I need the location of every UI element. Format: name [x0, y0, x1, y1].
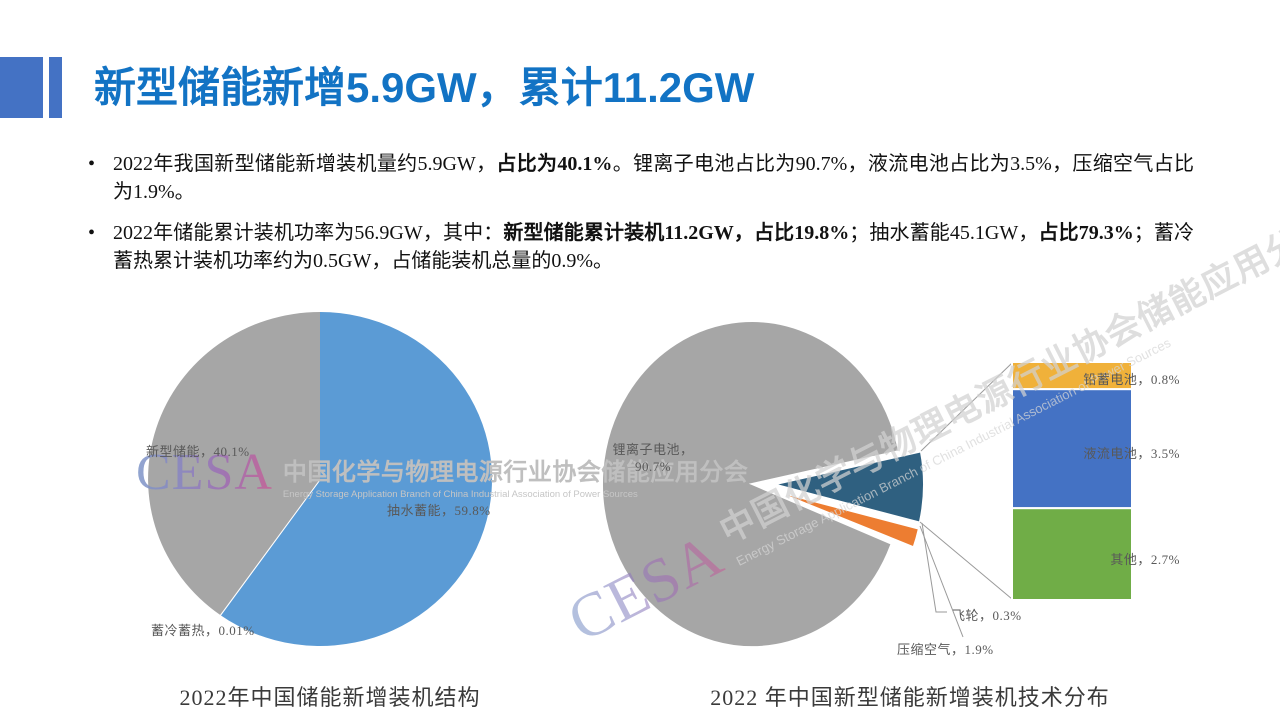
bar-connector-bottom [919, 521, 1013, 600]
label-compressed-air: 压缩空气，1.9% [897, 642, 994, 657]
pie-slice-新型储能 [148, 312, 320, 615]
title-accent-bar [49, 57, 62, 118]
bullet-item: 2022年储能累计装机功率为56.9GW，其中：新型储能累计装机11.2GW，占… [86, 219, 1194, 275]
label-lead-battery: 铅蓄电池，0.8% [1083, 372, 1180, 387]
left-chart-title: 2022年中国储能新增装机结构 [179, 685, 481, 710]
label-pumped-hydro: 抽水蓄能，59.8% [387, 503, 491, 518]
compressed-air-leader-line [919, 525, 964, 638]
pie-slice-抽水蓄能 [220, 311, 493, 647]
page-title: 新型储能新增5.9GW，累计11.2GW [94, 64, 755, 111]
pie-slice-压缩空气 [772, 489, 921, 549]
pie-slice-蓄冷蓄热 [218, 478, 321, 617]
label-others: 其他，2.7% [1110, 552, 1180, 567]
label-thermal-storage: 蓄冷蓄热，0.01% [151, 623, 255, 638]
right-chart-title: 2022 年中国新型储能新增装机技术分布 [710, 685, 1110, 710]
flywheel-leader-line [921, 522, 947, 613]
label-new-energy-storage: 新型储能，40.1% [146, 444, 250, 459]
title-accent-square [0, 57, 43, 118]
bullet-list: 2022年我国新型储能新增装机量约5.9GW，占比为40.1%。锂离子电池占比为… [86, 150, 1194, 288]
label-flow-battery: 液流电池，3.5% [1083, 446, 1180, 461]
right-pie-chart [601, 320, 925, 648]
label-lithium-battery: 锂离子电池， 90.7% [612, 442, 694, 474]
bar-segment-液流电池 [1011, 388, 1133, 510]
label-flywheel: 飞轮，0.3% [952, 608, 1022, 623]
secondary-stacked-bar [1011, 361, 1133, 602]
pie-slice-锂离子电池 [601, 320, 901, 648]
pie-slice-飞轮 [772, 490, 915, 553]
bar-connector-top [920, 362, 1013, 452]
pie-slice-其他技术合计 [773, 450, 925, 524]
bar-segment-其他 [1011, 507, 1133, 602]
left-pie-chart [148, 311, 493, 647]
connector-lines [919, 362, 1013, 638]
bullet-item: 2022年我国新型储能新增装机量约5.9GW，占比为40.1%。锂离子电池占比为… [86, 150, 1194, 206]
